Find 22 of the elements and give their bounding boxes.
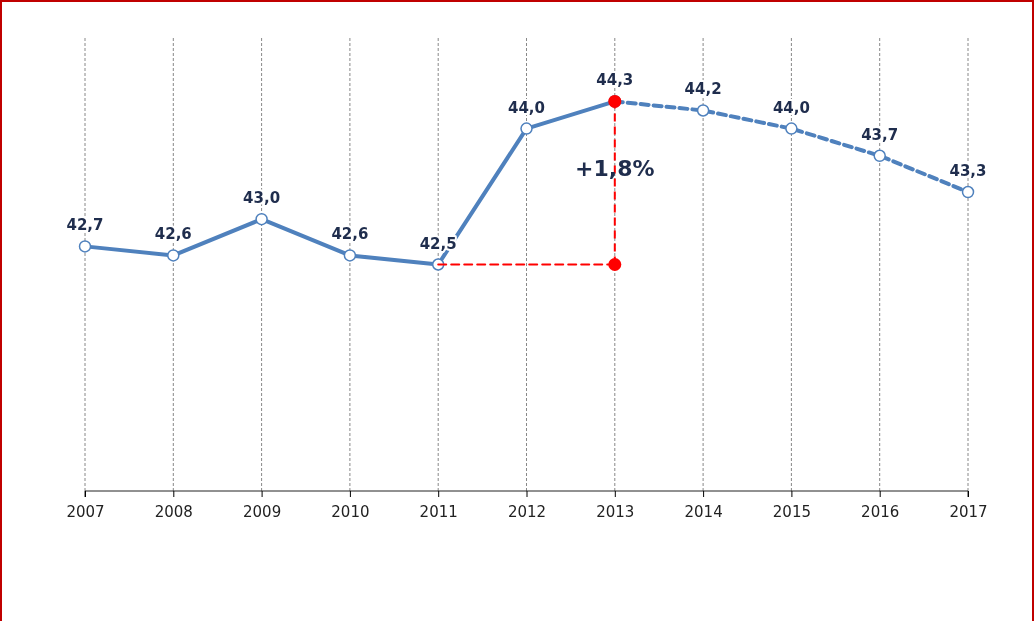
data-label: 44,3	[596, 71, 634, 90]
x-tick-label: 2009	[243, 502, 282, 521]
x-tick-label: 2008	[154, 502, 193, 521]
x-tick-label: 2010	[331, 502, 370, 521]
x-tick-label: 2016	[861, 502, 900, 521]
x-tick-label: 2015	[772, 502, 811, 521]
x-tick-label: 2017	[949, 502, 988, 521]
data-label: 43,3	[949, 162, 987, 181]
x-tick-label: 2014	[684, 502, 723, 521]
data-label: 44,0	[772, 98, 810, 117]
data-label: 43,7	[861, 125, 899, 144]
annotation: +1,8%	[575, 155, 655, 181]
x-tick-label: 2013	[596, 502, 635, 521]
data-label: 44,0	[507, 98, 546, 117]
data-label: 42,7	[66, 216, 104, 235]
data-label: 43,0	[243, 189, 281, 208]
x-tick-label: 2012	[507, 502, 547, 521]
data-label: 44,2	[684, 80, 722, 99]
data-label: 42,6	[154, 225, 192, 244]
x-tick-label: 2007	[66, 502, 105, 521]
data-label: 42,6	[331, 225, 369, 244]
x-tick-label: 2011	[419, 502, 458, 521]
